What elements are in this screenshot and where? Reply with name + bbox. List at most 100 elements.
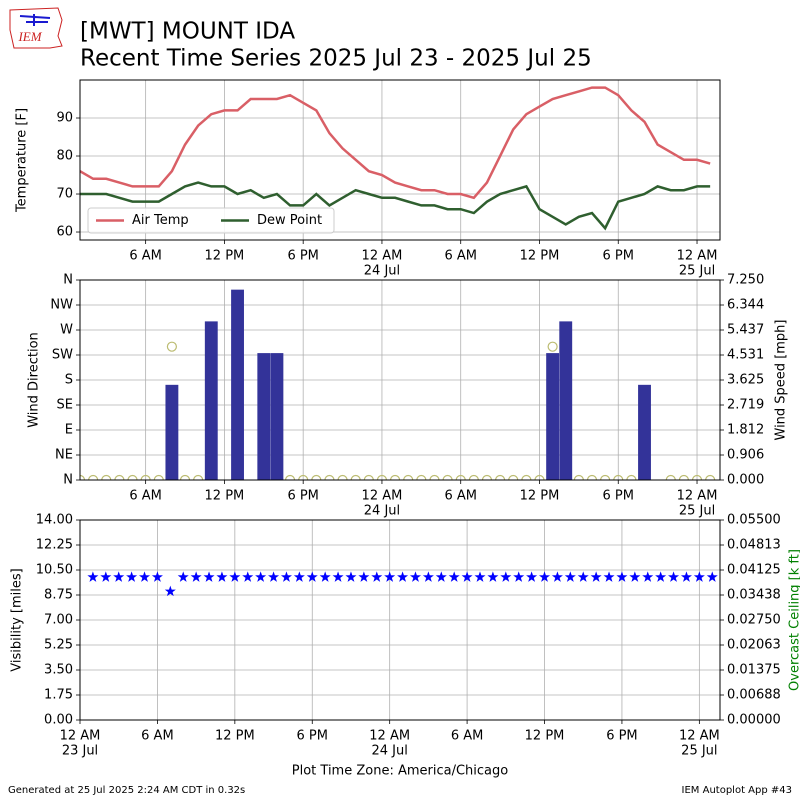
circle-point (284, 474, 296, 480)
star-point (564, 571, 576, 582)
star-point (280, 571, 292, 582)
y-axis-label: Wind Direction (27, 332, 42, 428)
circle-point (179, 474, 191, 480)
circle-point (468, 474, 479, 480)
star-point (603, 571, 615, 582)
bar (638, 384, 651, 480)
circle-point (403, 474, 414, 480)
y2-tick-label: 0.906 (727, 448, 764, 463)
x-tick-label: 12 PM (215, 729, 255, 744)
axes-frame (79, 519, 721, 721)
x-tick-label: 6 PM (287, 489, 318, 504)
circle-point (114, 474, 125, 480)
circle-point (600, 474, 611, 480)
star-point (487, 571, 499, 582)
star-point (229, 571, 241, 582)
y2-tick-label: 0.05500 (727, 513, 781, 528)
star-point (500, 571, 512, 582)
y-tick-label: 70 (56, 187, 73, 202)
circle-point (298, 474, 309, 480)
star-point (384, 571, 396, 582)
x-tick-label: 6 AM (444, 489, 477, 504)
circle-point (573, 474, 584, 480)
footer-left: Generated at 25 Jul 2025 2:24 AM CDT in … (8, 785, 245, 796)
circle-point (678, 474, 689, 480)
star-point (706, 571, 718, 582)
circle-point (88, 474, 99, 480)
star-point (268, 571, 280, 582)
circle-point (101, 474, 112, 480)
y-tick-label: S (65, 373, 73, 388)
axes-frame (79, 279, 721, 481)
star-point (332, 571, 344, 582)
star-point (87, 571, 99, 582)
star-point (100, 571, 112, 582)
star-point (693, 571, 705, 582)
star-point (577, 571, 589, 582)
y-tick-label: 14.00 (36, 513, 73, 528)
x-tick-sublabel: 25 Jul (679, 504, 715, 519)
circle-point (495, 474, 506, 480)
bar (546, 353, 560, 480)
circle-point (534, 474, 545, 480)
x-tick-label: 6 AM (141, 729, 174, 744)
bar (257, 353, 271, 480)
star-point (539, 571, 551, 582)
circle-point (389, 474, 401, 480)
circle-point (481, 474, 493, 480)
plot-area (80, 289, 716, 480)
circle-point (442, 474, 453, 480)
star-point (461, 571, 473, 582)
y2-tick-label: 6.344 (727, 298, 764, 313)
y-tick-label: W (60, 323, 73, 338)
circle-point (193, 474, 204, 480)
y-tick-label: 5.25 (44, 638, 73, 653)
circle-point (324, 474, 335, 480)
footer-right: IEM Autoplot App #43 (682, 785, 792, 796)
bar (559, 321, 573, 480)
x-tick-sublabel: 24 Jul (364, 504, 400, 519)
y-tick-label: 60 (56, 225, 73, 240)
circle-point (705, 474, 716, 480)
star-point (448, 571, 460, 582)
star-point (293, 571, 305, 582)
legend: Air Temp Dew Point (87, 207, 335, 234)
star-point (306, 571, 318, 582)
star-point (255, 571, 267, 582)
y-tick-label: E (65, 423, 73, 438)
legend-label: Dew Point (257, 213, 322, 228)
bar (204, 321, 218, 480)
y-tick-label: 3.50 (44, 663, 73, 678)
bar (165, 384, 179, 480)
star-point (642, 571, 654, 582)
circle-point (586, 474, 598, 480)
x-tick-label: 12 PM (520, 249, 560, 264)
circle-point (363, 474, 374, 480)
y2-tick-label: 0.00688 (727, 688, 781, 703)
x-tick-label: 6 AM (444, 249, 477, 264)
x-tick-label: 12 AM (677, 489, 718, 504)
circle-point (350, 474, 361, 480)
y2-tick-label: 5.437 (727, 323, 764, 338)
logo: IEM (9, 7, 63, 49)
star-point (216, 571, 228, 582)
star-point (113, 571, 125, 582)
star-point (177, 571, 189, 582)
y-tick-label: N (63, 473, 73, 488)
circle-point (337, 474, 348, 480)
x-tick-sublabel: 24 Jul (364, 264, 400, 279)
circle-point (416, 474, 427, 480)
line-series (80, 86, 711, 200)
star-point (590, 571, 602, 582)
x-tick-sublabel: 23 Jul (62, 744, 98, 759)
circle-point (691, 474, 703, 480)
y-tick-label: NW (50, 298, 73, 313)
y2-tick-label: 0.03438 (727, 588, 781, 603)
plot-area (80, 86, 711, 231)
y2-tick-label: 0.04125 (727, 563, 781, 578)
x-axis-label: Plot Time Zone: America/Chicago (292, 764, 508, 779)
star-point (190, 571, 202, 582)
y2-tick-label: 2.719 (727, 398, 764, 413)
